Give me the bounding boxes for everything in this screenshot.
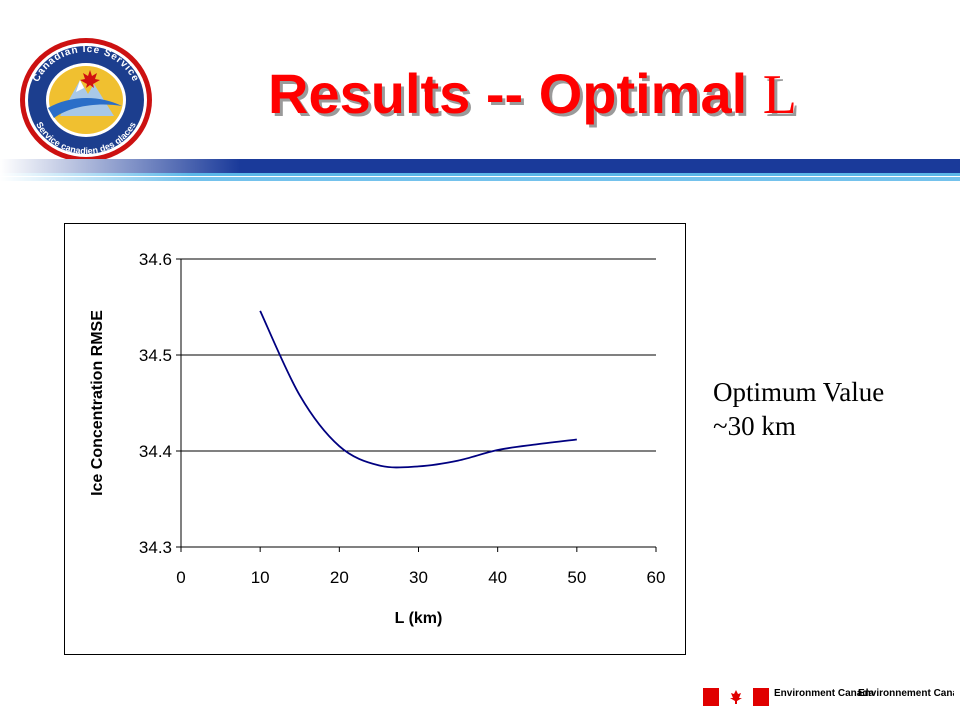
- rmse-vs-l-chart: 34.3 34.4 34.5 34.6 0 10 20 30 40 50 60 Ice Conce…: [89, 250, 665, 627]
- x-tick-label: 0: [176, 568, 185, 587]
- x-tick-label: 10: [251, 568, 270, 587]
- wordmark-en: Environment Canada: [774, 688, 874, 699]
- wordmark-fr: Environnement Canada: [858, 688, 954, 699]
- x-tick-label: 30: [409, 568, 428, 587]
- x-tick-label: 60: [647, 568, 666, 587]
- y-tick-label: 34.5: [139, 346, 172, 365]
- optimum-note: Optimum Value ~30 km: [713, 375, 884, 443]
- slide-title-text: Results -- Optimal: [268, 62, 763, 125]
- x-tick-label: 50: [567, 568, 586, 587]
- y-axis-ticks: 34.3 34.4 34.5 34.6: [139, 250, 181, 557]
- x-axis-label: L (km): [395, 610, 443, 627]
- chart-series: [259, 310, 577, 469]
- canadian-ice-service-logo: Canadian Ice Service Service canadien de…: [20, 38, 152, 162]
- optimum-note-line1: Optimum Value: [713, 377, 885, 407]
- chart-gridlines: [181, 258, 656, 452]
- x-tick-label: 20: [330, 568, 349, 587]
- slide-title: Results -- Optimal L: [268, 62, 797, 127]
- environment-canada-wordmark: Environment Canada Environnement Canada: [774, 688, 954, 699]
- canada-flag-icon: [703, 688, 769, 706]
- x-tick-label: 40: [488, 568, 507, 587]
- y-tick-label: 34.4: [139, 442, 172, 461]
- title-divider-band: [0, 159, 960, 181]
- chart-frame: [64, 223, 686, 655]
- x-axis-ticks: 0 10 20 30 40 50 60: [176, 547, 665, 587]
- y-axis-label: Ice Concentration RMSE: [89, 310, 106, 496]
- optimum-note-line2: ~30 km: [713, 411, 796, 441]
- y-tick-label: 34.6: [139, 250, 172, 269]
- y-tick-label: 34.3: [139, 538, 172, 557]
- series-line: [259, 310, 577, 469]
- slide-title-symbol: L: [762, 64, 797, 126]
